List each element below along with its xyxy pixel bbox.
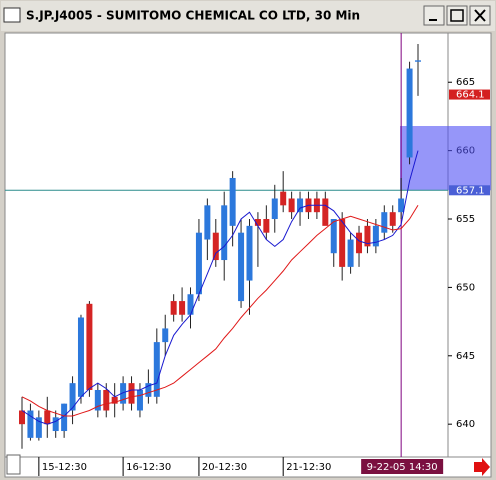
candle-body: [356, 232, 363, 254]
candle-body: [381, 212, 388, 233]
candle-body: [128, 383, 135, 404]
y-tick-label: 640: [456, 419, 475, 430]
candle-body: [44, 410, 51, 425]
candle-body: [153, 342, 160, 397]
candle-body: [162, 328, 169, 343]
candle-body: [187, 294, 194, 315]
app-icon: [3, 7, 21, 23]
candle-body: [364, 225, 371, 247]
last-price-label: 664.1: [456, 90, 485, 101]
window-buttons[interactable]: [423, 5, 491, 26]
y-tick-label: 665: [456, 77, 475, 88]
candle-body: [170, 301, 177, 315]
candle-body: [288, 198, 295, 213]
maximize-icon: [450, 9, 464, 22]
minimize-button[interactable]: [423, 5, 445, 26]
candle-body: [246, 225, 253, 281]
moving-average: [21, 150, 419, 425]
candle-body: [238, 232, 245, 302]
cursor-date-label: 9-22-05 14:30: [367, 462, 438, 473]
x-tick-label: 15-12:30: [42, 462, 87, 473]
candle-body: [69, 383, 76, 411]
candle-body: [94, 389, 101, 411]
candle-body: [221, 205, 228, 261]
candle-body: [120, 383, 127, 404]
candle-body: [372, 225, 379, 247]
moving-average: [21, 205, 419, 417]
candle-body: [330, 219, 337, 254]
candle-body: [406, 68, 413, 158]
corner-box: [6, 454, 21, 475]
candle-body: [297, 198, 304, 213]
candle-body: [254, 219, 261, 226]
candle-body: [280, 191, 287, 206]
last-price-box: [449, 89, 490, 100]
candle-body: [415, 60, 421, 62]
scroll-arrow[interactable]: [474, 458, 490, 476]
candle-body: [27, 410, 34, 438]
candle-body: [263, 219, 270, 233]
cursor-date-box: [361, 459, 444, 474]
candle-body: [179, 301, 186, 315]
y-tick-label: 645: [456, 351, 475, 362]
candle-body: [86, 303, 93, 390]
close-icon: [474, 9, 486, 22]
chart-title: S.JP.J4005 - SUMITOMO CHEMICAL CO LTD, 3…: [26, 9, 360, 23]
reference-box: [449, 185, 490, 196]
candle-body: [398, 198, 405, 213]
x-tick-label: 20-12:30: [202, 462, 247, 473]
maximize-button[interactable]: [446, 5, 468, 26]
candle-body: [61, 403, 68, 432]
y-tick-label: 650: [456, 282, 475, 293]
candle-body: [347, 239, 354, 267]
x-tick-label: 21-12:30: [286, 462, 331, 473]
candle-body: [111, 396, 118, 404]
candle-body: [136, 389, 143, 411]
candle-body: [271, 198, 278, 220]
candle-body: [35, 417, 42, 438]
candle-body: [322, 198, 329, 226]
x-tick-label: 16-12:30: [126, 462, 171, 473]
candle-body: [389, 212, 396, 226]
candle-body: [212, 232, 219, 261]
candle-body: [339, 219, 346, 267]
candle-body: [19, 410, 25, 425]
y-tick-label: 655: [456, 214, 475, 225]
highlight-band: [400, 126, 491, 191]
candle-body: [229, 177, 236, 226]
candle-body: [103, 389, 110, 411]
candle-body: [145, 383, 152, 397]
candle-body: [77, 317, 84, 397]
candle-body: [204, 205, 211, 240]
candle-body: [52, 417, 59, 432]
candle-body: [195, 232, 202, 295]
reference-label: 657.1: [456, 185, 485, 196]
title-bar: [1, 1, 495, 31]
